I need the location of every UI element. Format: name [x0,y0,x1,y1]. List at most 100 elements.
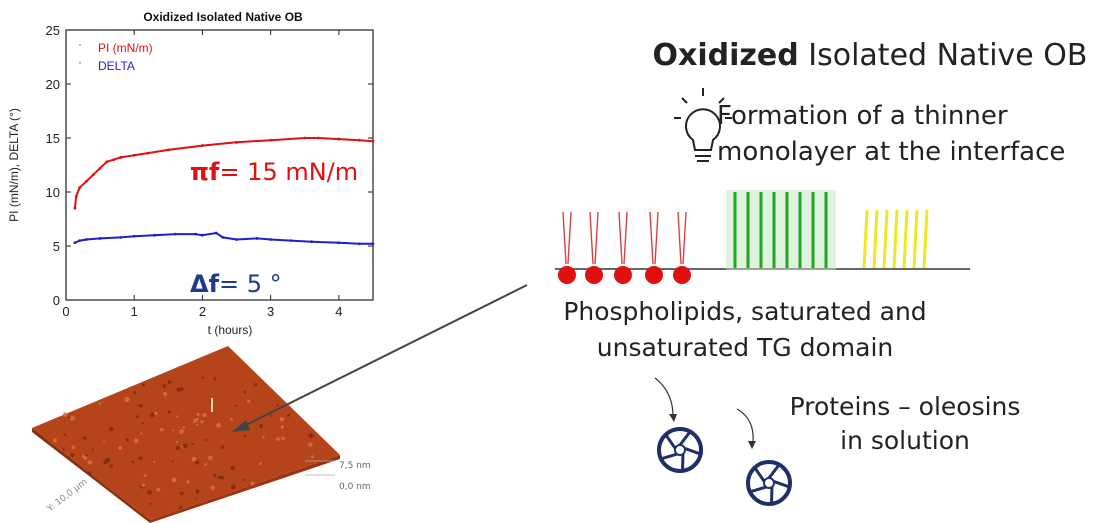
series-pi-point [317,136,320,140]
unsaturated-tg-domain [862,209,929,269]
afm-feature [131,460,135,464]
caption-lipids-line-1: Phospholipids, saturated and [563,297,927,326]
legend-label-delta: DELTA [98,59,135,73]
afm-feature [124,396,130,402]
afm-feature [230,417,233,421]
afm-feature [311,455,315,459]
afm-feature [175,446,180,451]
afm-feature [153,460,156,464]
protein-core [763,477,775,489]
afm-feature [179,429,184,434]
afm-feature [234,404,238,407]
series-pi-point [91,173,95,177]
series-delta-point [235,238,238,241]
finding-text: Formation of a thinner monolayer at the … [717,98,1065,170]
afm-feature [103,440,106,443]
series-pi-point [74,194,78,198]
series-pi-point [73,206,77,210]
legend-marker-delta: · [78,55,82,69]
afm-feature [133,438,139,444]
series-pi-point [98,166,102,170]
afm-feature [156,487,161,492]
afm-feature [125,438,129,441]
afm-feature [194,460,200,465]
protein-spoke [750,485,767,494]
y-tick-label: 10 [46,185,60,200]
caption-proteins-line-2: in solution [840,426,970,455]
y-tick-label: 5 [53,239,60,254]
afm-feature [71,445,76,450]
afm-feature [218,475,222,479]
afm-feature [195,489,200,494]
afm-feature [182,443,188,449]
afm-feature [281,436,285,441]
caption-proteins-line-1: Proteins – oleosins [789,392,1021,421]
phospholipid-head [673,266,691,284]
unsaturated-tg-chain [912,209,919,269]
afm-feature [138,403,143,408]
afm-feature [87,460,92,465]
pointer-arrow [239,284,528,429]
series-delta-point [289,239,293,243]
protein-ring [746,460,792,506]
unsaturated-tg-chain [862,209,869,269]
afm-feature [68,416,71,419]
afm-feature [87,471,92,475]
afm-feature [193,417,199,422]
afm-feature [280,425,284,429]
afm-feature [204,463,208,467]
afm-topography-image: 7,5 nm 0,0 nm Y: 10,0 µm [32,346,371,523]
afm-feature [279,416,285,422]
afm-feature [141,422,144,425]
afm-feature [109,427,114,432]
phospholipid-tail [623,211,628,265]
afm-feature [191,456,197,462]
afm-feature [118,445,123,451]
pointer-arrowhead [232,420,250,432]
afm-feature [262,435,265,439]
series-pi-point [337,137,341,141]
protein-spoke [767,464,780,479]
monolayer-schematic [555,190,970,284]
afm-feature [259,462,262,465]
protein-spoke [684,447,701,456]
protein-core [674,444,686,456]
phospholipid-head [614,266,632,284]
afm-feature [154,411,158,415]
afm-feature [181,445,184,448]
phospholipid-head [585,266,603,284]
series-pi-point [235,140,238,144]
afm-scale-bottom: 0,0 nm [339,482,371,492]
x-tick-label: 1 [131,304,138,319]
protein-spoke [678,431,691,446]
legend-label-pi: PI (mN/m) [98,41,153,55]
series-delta-point [337,241,341,245]
protein-arrow-1 [654,377,674,417]
series-delta-point [132,234,136,238]
phospholipid-tail [649,211,654,265]
afm-feature [83,436,87,440]
afm-feature [182,426,186,429]
phospholipid-head [645,266,663,284]
y-tick-label: 15 [46,131,60,146]
phospholipid-tail [654,211,659,265]
lightbulb-icon [674,88,732,162]
afm-feature [230,484,236,490]
afm-feature [175,415,179,418]
afm-feature [135,415,139,419]
phospholipid-group [558,211,691,284]
protein-ring [657,427,703,473]
afm-feature [230,465,235,471]
afm-feature [194,497,197,500]
afm-feature [62,448,65,451]
series-pi-point [119,156,122,159]
afm-feature [147,490,152,495]
afm-feature [191,442,194,446]
series-delta-point [173,232,177,236]
panel-title: Oxidized Isolated Native OB [652,38,1088,73]
afm-feature [242,478,245,481]
series-delta-point [119,235,122,239]
series-layer [73,136,375,246]
afm-feature [196,412,200,416]
